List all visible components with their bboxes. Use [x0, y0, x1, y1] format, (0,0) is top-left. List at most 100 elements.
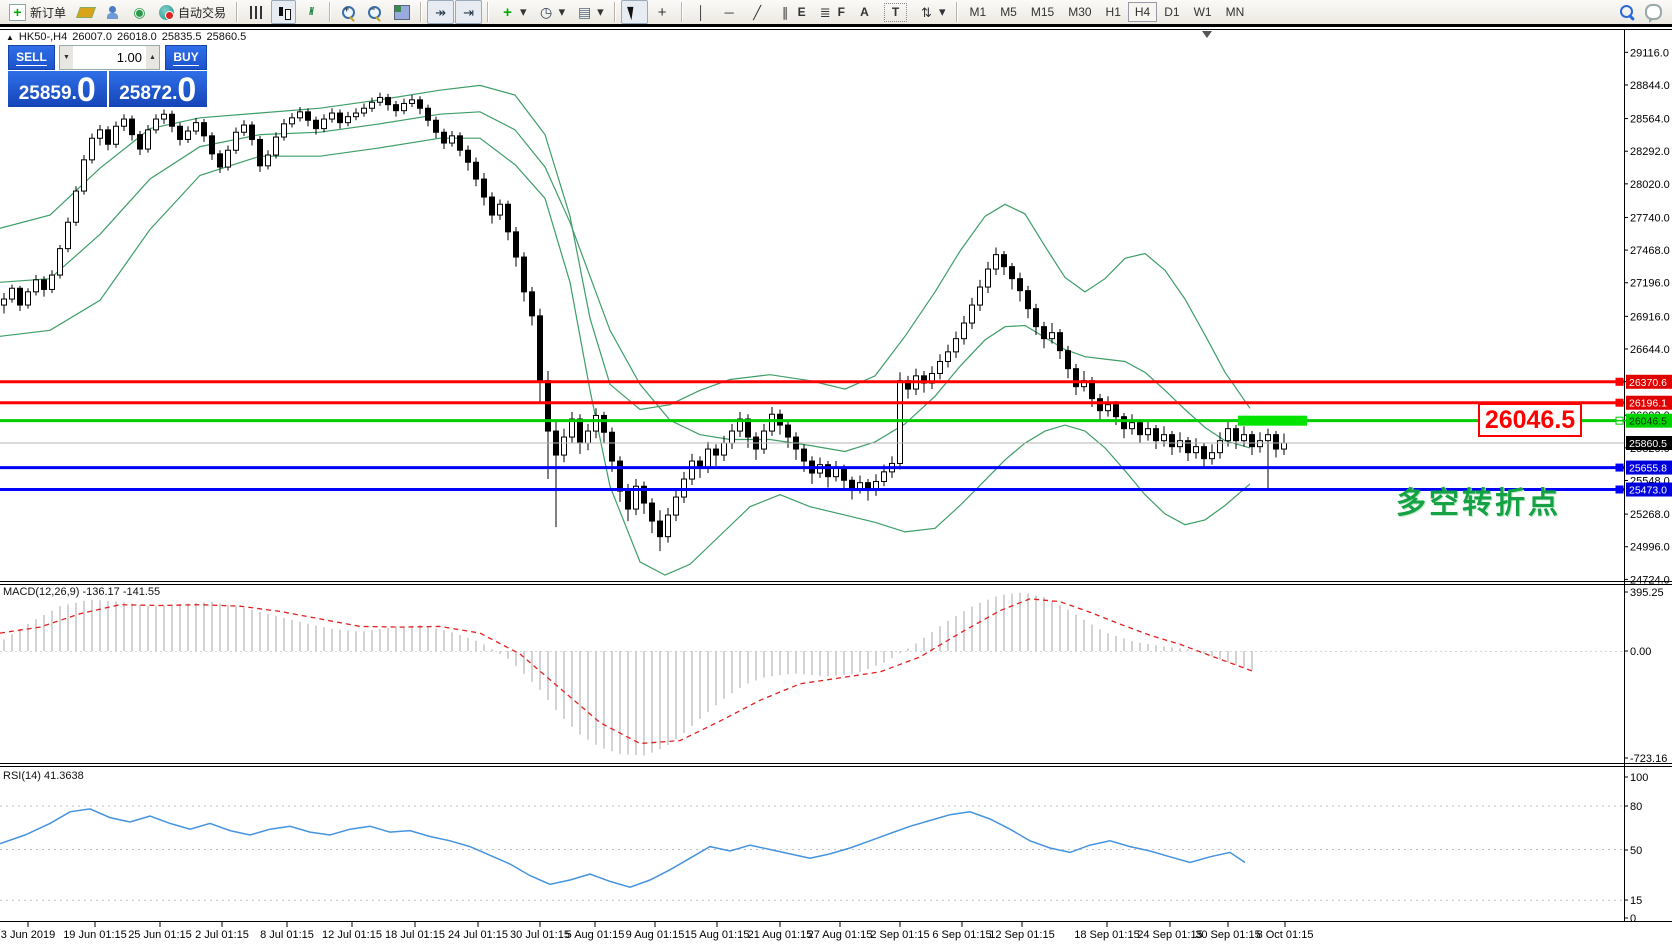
svg-text:28844.0: 28844.0	[1630, 80, 1670, 92]
svg-text:30 Sep 01:15: 30 Sep 01:15	[1195, 929, 1260, 941]
autotrading-label: 自动交易	[178, 5, 227, 20]
buy-price-quote[interactable]: 25872. 0	[108, 71, 207, 110]
timeframe-button-m1[interactable]: M1	[969, 5, 987, 19]
profile-button[interactable]	[100, 0, 125, 24]
timeframe-button-m15[interactable]: M15	[1030, 5, 1055, 19]
text-tool-button[interactable]: A	[851, 0, 878, 24]
sell-button[interactable]: SELL	[8, 45, 55, 70]
line-chart-icon: /\/	[308, 5, 314, 18]
signal-icon: ◉	[133, 4, 146, 20]
vertical-line-tool-button[interactable]: │	[688, 0, 715, 24]
timeframe-button-m5[interactable]: M5	[1000, 5, 1017, 19]
autotrading-button[interactable]: 自动交易	[154, 0, 231, 24]
indicators-button[interactable]: + ▾	[494, 0, 532, 24]
eraser-button[interactable]	[72, 0, 99, 24]
svg-text:21 Aug 01:15: 21 Aug 01:15	[748, 929, 813, 941]
signal-button[interactable]: ◉	[126, 0, 153, 24]
price-callout-box[interactable]: 26046.5	[1478, 403, 1582, 437]
bar-chart-button[interactable]	[243, 0, 270, 24]
search-icon[interactable]	[1619, 4, 1635, 20]
volume-input[interactable]	[73, 46, 146, 69]
zoom-out-button[interactable]: −	[362, 0, 387, 24]
horizontal-line-tool-button[interactable]: ─	[716, 0, 743, 24]
svg-text:28564.0: 28564.0	[1630, 114, 1670, 126]
tile-windows-icon	[393, 4, 410, 20]
svg-text:8 Oct 01:15: 8 Oct 01:15	[1257, 929, 1314, 941]
svg-text:25860.5: 25860.5	[1629, 438, 1667, 450]
auto-scroll-button[interactable]: ↠	[427, 0, 455, 24]
svg-text:15 Aug 01:15: 15 Aug 01:15	[685, 929, 750, 941]
sell-price-quote[interactable]: 25859. 0	[8, 71, 107, 107]
svg-text:30 Jul 01:15: 30 Jul 01:15	[510, 929, 570, 941]
svg-text:2 Sep 01:15: 2 Sep 01:15	[870, 929, 929, 941]
svg-text:26370.6: 26370.6	[1629, 377, 1667, 389]
collapse-panel-icon[interactable]: ▲	[6, 32, 14, 42]
auto-scroll-icon: ↠	[435, 4, 446, 20]
svg-text:100: 100	[1630, 772, 1648, 784]
arrows-tool-button[interactable]: ⇅ ▾	[913, 0, 951, 24]
buy-price-dot: .	[172, 83, 178, 104]
cursor-tool-button[interactable]	[620, 0, 648, 24]
tile-windows-button[interactable]	[388, 0, 415, 24]
periods-button[interactable]: ◷ ▾	[533, 0, 571, 24]
timeframe-button-h1[interactable]: H1	[1105, 5, 1121, 19]
svg-text:26046.5: 26046.5	[1629, 416, 1667, 428]
profile-icon	[105, 5, 120, 20]
svg-text:12 Sep 01:15: 12 Sep 01:15	[989, 929, 1054, 941]
svg-text:18 Sep 01:15: 18 Sep 01:15	[1074, 929, 1139, 941]
label-tool-button[interactable]: T	[879, 0, 912, 24]
timeframe-button-mn[interactable]: MN	[1225, 5, 1245, 19]
toolbar-separator	[329, 2, 332, 22]
svg-text:27468.0: 27468.0	[1630, 245, 1670, 257]
svg-text:25655.8: 25655.8	[1629, 463, 1667, 475]
turning-point-annotation: 多空转折点	[1396, 487, 1561, 520]
buy-price-pip: 0	[177, 71, 197, 110]
templates-button[interactable]: ▤ ▾	[571, 0, 609, 24]
svg-text:24 Jul 01:15: 24 Jul 01:15	[448, 929, 508, 941]
new-order-button[interactable]: + 新订单	[4, 0, 71, 24]
zoom-in-button[interactable]: +	[336, 0, 361, 24]
volume-increase-button[interactable]: ▲	[146, 46, 159, 69]
toolbar-separator	[613, 2, 616, 22]
timeframe-button-m30[interactable]: M30	[1068, 5, 1092, 19]
new-order-icon: +	[9, 3, 26, 21]
svg-text:19 Jun 01:15: 19 Jun 01:15	[63, 929, 127, 941]
volume-decrease-button[interactable]: ▼	[60, 46, 73, 69]
svg-text:26196.1: 26196.1	[1629, 398, 1667, 410]
sell-price-dot: .	[71, 83, 77, 104]
vertical-line-icon: │	[697, 4, 706, 20]
dropdown-arrow-icon: ▾	[597, 4, 604, 19]
buy-button[interactable]: BUY	[165, 45, 207, 70]
svg-text:25 Jun 01:15: 25 Jun 01:15	[128, 929, 192, 941]
one-click-trade-panel: SELL ▼ ▲ BUY 25859.0 25872.0	[8, 45, 207, 107]
svg-text:3 Jun 2019: 3 Jun 2019	[1, 929, 55, 941]
timeframe-button-w1[interactable]: W1	[1193, 5, 1212, 19]
channel-tool-button[interactable]: ∥ E	[772, 0, 811, 24]
chart-shift-button[interactable]: ⇥	[455, 0, 483, 24]
svg-text:0.00: 0.00	[1630, 646, 1651, 658]
svg-text:24724.0: 24724.0	[1630, 574, 1670, 586]
svg-text:25473.0: 25473.0	[1629, 485, 1667, 497]
svg-text:24996.0: 24996.0	[1630, 542, 1670, 554]
chat-icon[interactable]	[1645, 4, 1662, 23]
bar-chart-icon	[249, 5, 264, 19]
autotrading-icon	[159, 4, 175, 20]
fibonacci-letter: F	[837, 5, 845, 19]
candlestick-chart-button[interactable]	[271, 0, 297, 24]
timeframe-button-h4[interactable]: H4	[1127, 2, 1158, 22]
svg-text:25268.0: 25268.0	[1630, 509, 1670, 521]
eraser-icon	[75, 6, 96, 18]
timeframe-button-d1[interactable]: D1	[1164, 5, 1180, 19]
svg-text:28020.0: 28020.0	[1630, 179, 1670, 191]
toolbar-separator	[236, 2, 239, 22]
indicators-icon: +	[503, 3, 512, 21]
svg-text:26916.0: 26916.0	[1630, 311, 1670, 323]
trendline-tool-button[interactable]: ╱	[744, 0, 771, 24]
trendline-icon: ╱	[753, 4, 762, 20]
rsi-indicator-label: RSI(14) 41.3638	[3, 770, 84, 782]
line-chart-button[interactable]: /\/	[297, 0, 324, 24]
svg-text:5 Aug 01:15: 5 Aug 01:15	[566, 929, 625, 941]
crosshair-tool-button[interactable]: +	[649, 0, 676, 24]
fibonacci-tool-button[interactable]: ≣ F	[812, 0, 850, 24]
